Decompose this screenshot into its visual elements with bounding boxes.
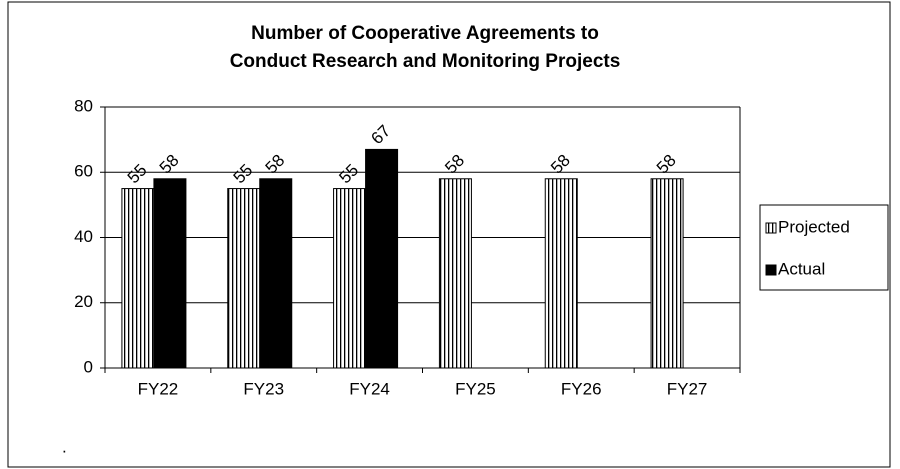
legend-label: Projected <box>778 217 850 236</box>
y-tick-label: 60 <box>74 162 93 181</box>
footnote: . <box>62 437 67 456</box>
legend-swatch <box>765 222 777 234</box>
bar <box>365 148 399 369</box>
y-tick-label: 20 <box>74 292 93 311</box>
bar <box>121 188 155 369</box>
x-tick-label: FY25 <box>455 379 496 398</box>
bar <box>544 178 578 369</box>
legend-label: Actual <box>778 259 825 278</box>
x-tick-label: FY27 <box>667 379 708 398</box>
bar <box>153 178 187 369</box>
bar <box>438 178 472 369</box>
chart-title: Number of Cooperative Agreements to <box>251 23 599 44</box>
x-tick-label: FY24 <box>349 379 390 398</box>
y-tick-label: 40 <box>74 227 93 246</box>
x-tick-label: FY23 <box>243 379 284 398</box>
chart-title: Conduct Research and Monitoring Projects <box>230 51 621 72</box>
x-tick-label: FY26 <box>561 379 602 398</box>
legend-swatch <box>765 264 777 276</box>
x-tick-label: FY22 <box>138 379 179 398</box>
bar <box>259 178 293 369</box>
legend-box <box>759 204 889 291</box>
y-tick-label: 0 <box>84 357 93 376</box>
bar <box>227 188 261 369</box>
y-tick-label: 80 <box>74 96 93 115</box>
bar <box>333 188 367 369</box>
bar <box>650 178 684 369</box>
